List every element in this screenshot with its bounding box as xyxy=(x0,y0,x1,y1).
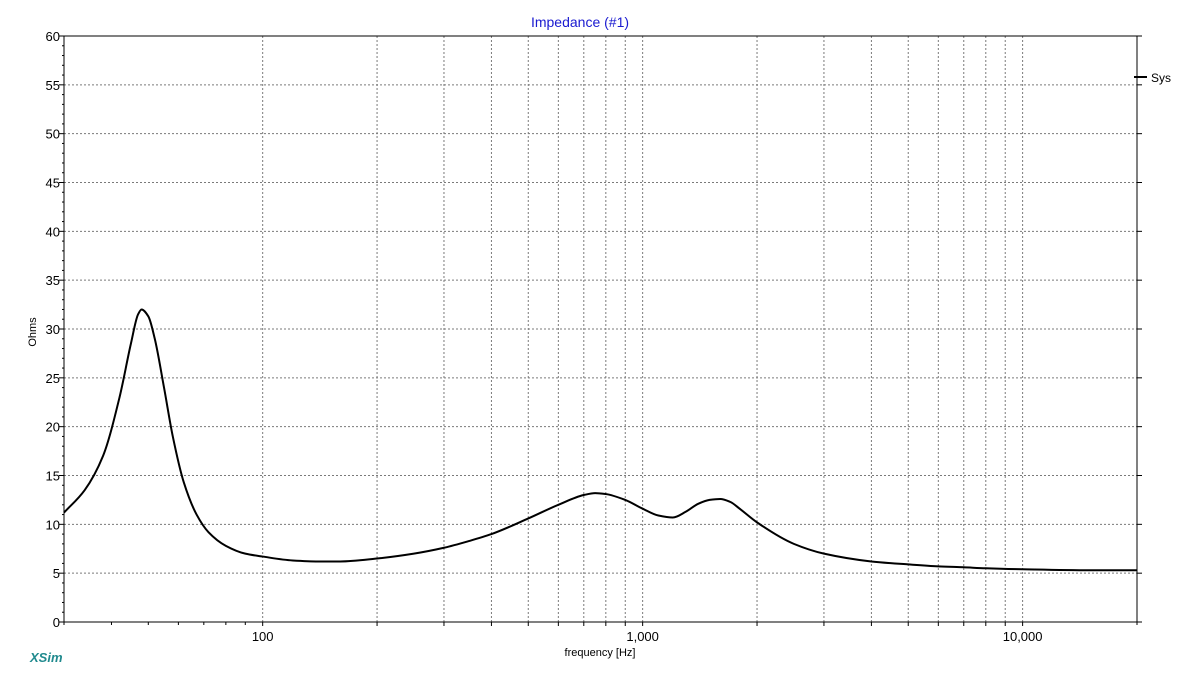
y-tick-label: 10 xyxy=(46,517,60,532)
y-tick-label: 50 xyxy=(46,127,60,142)
x-ticks: 100 1,000 10,000 xyxy=(63,622,1138,644)
y-ticks: 0 5 10 15 20 25 30 35 40 45 50 55 60 xyxy=(46,29,1142,630)
legend-label-sys: Sys xyxy=(1151,71,1171,85)
x-tick-label: 100 xyxy=(252,629,274,644)
grid xyxy=(64,36,1137,622)
y-tick-label: 60 xyxy=(46,29,60,44)
y-tick-label: 5 xyxy=(53,566,60,581)
y-tick-label: 45 xyxy=(46,176,60,191)
y-axis-label: Ohms xyxy=(27,317,39,347)
x-axis-label: frequency [Hz] xyxy=(565,647,636,659)
y-tick-label: 40 xyxy=(46,224,60,239)
y-tick-label: 30 xyxy=(46,322,60,337)
y-tick-label: 15 xyxy=(46,469,60,484)
y-tick-label: 0 xyxy=(53,615,60,630)
y-tick-label: 20 xyxy=(46,420,60,435)
y-tick-label: 55 xyxy=(46,78,60,93)
y-tick-label: 35 xyxy=(46,273,60,288)
x-tick-label: 1,000 xyxy=(626,629,659,644)
xsim-logo: XSim xyxy=(29,650,63,665)
x-tick-label: 10,000 xyxy=(1003,629,1043,644)
legend: Sys xyxy=(1134,71,1171,85)
y-tick-label: 25 xyxy=(46,371,60,386)
impedance-series-line xyxy=(63,308,1137,572)
chart-title: Impedance (#1) xyxy=(531,14,629,30)
